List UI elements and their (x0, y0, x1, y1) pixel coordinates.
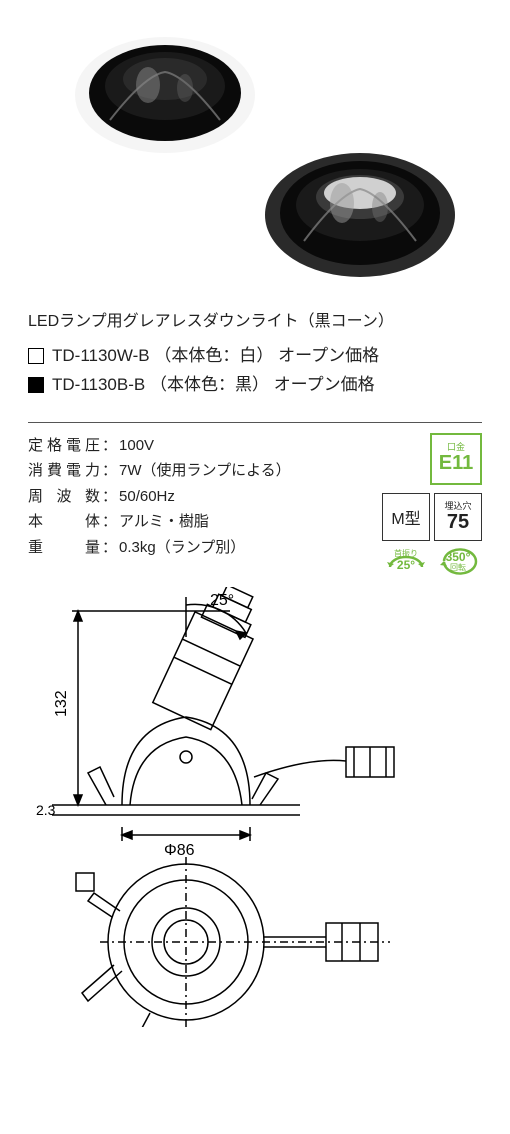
body-color: （本体色：黒） (150, 375, 269, 394)
tilt-badge: 首振り 25° (382, 545, 430, 577)
price-text: オープン価格 (278, 346, 379, 365)
socket-badge: 口金 E11 (430, 433, 482, 485)
spec-row: 消費電力 ： 7W（使用ランプによる） (28, 458, 291, 484)
spec-label: 定格電圧 (28, 433, 100, 459)
rotation-badge: 350° 回転 (434, 545, 482, 577)
swatch-black (28, 377, 44, 393)
hole-value: 75 (447, 512, 469, 532)
spec-value: 100V (119, 433, 154, 459)
dim-angle: 25° (210, 592, 234, 609)
product-photo-area (0, 0, 510, 300)
product-title: LEDランプ用グレアレスダウンライト（黒コーン） (28, 310, 482, 334)
spec-value: 0.3kg（ランプ別） (119, 535, 245, 561)
spec-label: 周波数 (28, 484, 100, 510)
tilt-arc-icon (384, 543, 428, 579)
model-number: TD-1130B-B (52, 375, 145, 394)
socket-label: 口金 (447, 443, 465, 452)
model-number: TD-1130W-B (52, 346, 150, 365)
technical-drawing: 132 2.3 25° Φ86 (0, 577, 510, 1052)
product-info-section: LEDランプ用グレアレスダウンライト（黒コーン） TD-1130W-B （本体色… (0, 300, 510, 410)
image-container (30, 20, 480, 290)
body-color: （本体色：白） (154, 346, 273, 365)
section-divider (28, 422, 482, 423)
socket-value: E11 (439, 452, 473, 474)
downlight-black-image (260, 145, 460, 285)
m-type-badge: M型 (382, 493, 430, 541)
spec-label: 本 体 (28, 509, 100, 535)
spec-value: 50/60Hz (119, 484, 175, 510)
dim-height: 132 (53, 690, 70, 717)
spec-row: 重 量 ： 0.3kg（ランプ別） (28, 535, 291, 561)
spec-value: 7W（使用ランプによる） (119, 458, 291, 484)
downlight-white-image (70, 30, 260, 160)
dim-flange: 2.3 (36, 802, 56, 818)
m-type-text: M型 (391, 505, 420, 529)
spec-label: 重 量 (28, 535, 100, 561)
diagram-svg: 132 2.3 25° Φ86 (30, 587, 470, 1027)
dim-diameter: Φ86 (164, 842, 195, 859)
variant-row-white: TD-1130W-B （本体色：白） オープン価格 (28, 342, 482, 371)
swatch-white (28, 348, 44, 364)
spec-row: 周波数 ： 50/60Hz (28, 484, 291, 510)
spec-label: 消費電力 (28, 458, 100, 484)
hole-size-badge: 埋込穴 75 (434, 493, 482, 541)
variant-row-black: TD-1130B-B （本体色：黒） オープン価格 (28, 371, 482, 400)
spec-row: 本 体 ： アルミ・樹脂 (28, 509, 291, 535)
spec-table: 定格電圧 ： 100V 消費電力 ： 7W（使用ランプによる） 周波数 ： 50… (28, 433, 291, 561)
spec-section: 定格電圧 ： 100V 消費電力 ： 7W（使用ランプによる） 周波数 ： 50… (0, 433, 510, 577)
spec-row: 定格電圧 ： 100V (28, 433, 291, 459)
price-text: オープン価格 (274, 375, 375, 394)
rotation-arc-icon (436, 543, 480, 579)
spec-value: アルミ・樹脂 (119, 509, 209, 535)
badge-group: 口金 E11 M型 埋込穴 75 首振り 25° 350° 回転 (370, 433, 482, 577)
